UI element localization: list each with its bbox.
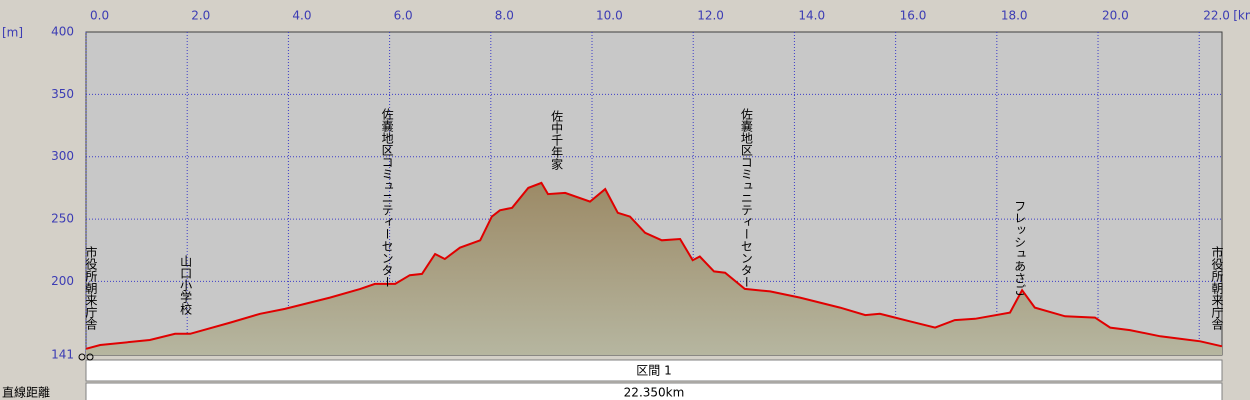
terrain-area — [86, 182, 1222, 355]
section-cell — [85, 359, 1223, 382]
start-marker — [86, 353, 94, 361]
x-tick-label: 8.0 — [495, 9, 514, 23]
x-tick-label: 10.0 — [596, 9, 623, 23]
row-value: 22.350km — [624, 386, 685, 400]
waypoint-label: フレッシュあさご — [1013, 200, 1027, 296]
y-tick-label: 400 — [51, 25, 74, 39]
start-marker — [78, 353, 86, 361]
y-tick-label: 300 — [51, 149, 74, 163]
waypoint-label: 市役所朝来庁舎 — [84, 245, 98, 331]
x-tick-label: 2.0 — [191, 9, 210, 23]
x-tick-label: 22.0 — [1203, 9, 1230, 23]
row-label: 直線距離 — [2, 385, 50, 400]
waypoint-label: 山口小学校 — [179, 255, 193, 315]
x-tick-label: 12.0 — [697, 9, 724, 23]
y-unit: [m] — [2, 26, 23, 40]
x-tick-label: 16.0 — [900, 9, 927, 23]
x-tick-label: 14.0 — [798, 9, 825, 23]
x-tick-label: 6.0 — [394, 9, 413, 23]
y-tick-label: 200 — [51, 274, 74, 288]
y-tick-label: 141 — [51, 348, 74, 362]
value-cell — [85, 382, 1223, 400]
y-tick-label: 250 — [51, 212, 74, 226]
x-tick-label: 0.0 — [90, 9, 109, 23]
waypoint-label: 佐中千年家 — [550, 110, 564, 170]
elevation-line — [85, 181, 1223, 350]
y-tick-label: 350 — [51, 87, 74, 101]
x-tick-label: 20.0 — [1102, 9, 1129, 23]
x-tick-label: 18.0 — [1001, 9, 1028, 23]
waypoint-label: 市役所朝来庁舎 — [1210, 245, 1224, 331]
x-tick-label: 4.0 — [292, 9, 311, 23]
waypoint-label: 佐嚢地区コミュニティーセンター — [380, 108, 394, 288]
waypoint-label: 佐嚢地区コミュニティーセンター — [739, 108, 753, 288]
section-label: 区間 1 — [636, 364, 671, 378]
x-unit: [km] — [1233, 9, 1250, 23]
